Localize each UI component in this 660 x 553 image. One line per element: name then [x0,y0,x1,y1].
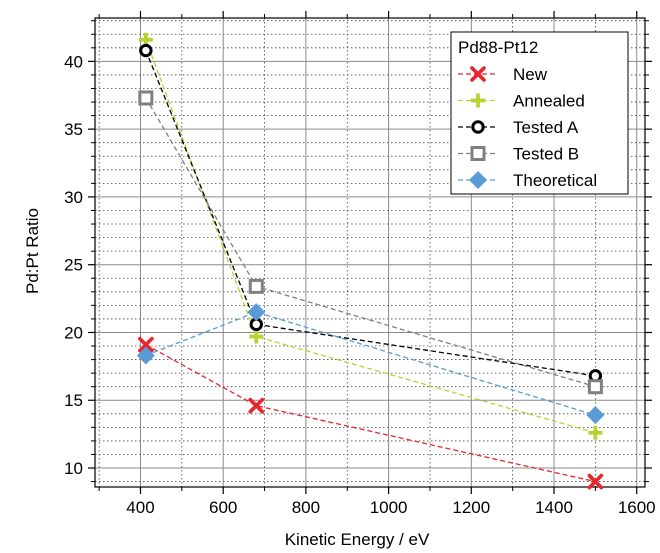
legend-label: Annealed [513,92,585,111]
legend-item: New [458,65,548,84]
x-tick-label: 1200 [452,498,490,517]
y-tick-label: 40 [64,52,83,71]
legend-label: Tested A [513,118,579,137]
x-tick-label: 1400 [535,498,573,517]
axis-ticks [88,11,652,494]
data-point [139,43,153,58]
legend-label: Tested B [513,145,579,164]
data-point [588,425,603,440]
y-axis-label: Pd:Pt Ratio [23,208,42,294]
y-tick-label: 30 [64,188,83,207]
plot-area-frame [94,17,646,488]
x-tick-label: 400 [126,498,154,517]
series-line-2 [145,50,596,377]
x-tick-label: 600 [209,498,237,517]
data-point [587,379,603,395]
legend-marker [470,66,486,82]
legend: Pd88-Pt12 New Annealed Tested A Tested B The… [450,31,629,195]
y-tick-label: 35 [64,120,83,139]
legend-marker [471,120,485,134]
legend-marker [469,171,487,189]
legend-items: New Annealed Tested A Tested B Theoretical [458,65,597,190]
data-point [136,346,155,365]
series-line-0 [145,344,596,483]
y-tick-labels: 10 15 20 25 30 35 40 [64,52,83,478]
legend-item: Annealed [458,92,585,111]
legend-box [450,31,629,195]
x-tick-label: 1600 [618,498,656,517]
y-tick-label: 25 [64,256,83,275]
x-tick-labels: 400 600 800 1000 1200 1400 1600 [126,498,655,517]
data-point [587,473,604,490]
y-tick-label: 10 [64,459,83,478]
data-point [586,406,605,425]
data-point [248,278,264,294]
data-point [138,336,154,353]
data-point [248,397,265,414]
series-line-4 [145,311,596,416]
legend-title: Pd88-Pt12 [458,38,538,57]
y-tick-label: 20 [64,323,83,342]
legend-item: Tested A [458,118,579,137]
series-markers [136,32,605,490]
y-tick-label: 15 [64,391,83,410]
data-point [138,90,154,106]
legend-item: Tested B [458,145,579,164]
data-point [249,329,264,344]
legend-marker [471,93,485,108]
x-tick-label: 800 [292,498,320,517]
legend-label: Theoretical [513,171,597,190]
legend-marker [470,146,486,161]
legend-item: Theoretical [458,171,597,190]
x-axis-label: Kinetic Energy / eV [285,530,430,549]
data-point [247,303,266,322]
x-tick-label: 1000 [370,498,408,517]
legend-label: New [513,65,548,84]
